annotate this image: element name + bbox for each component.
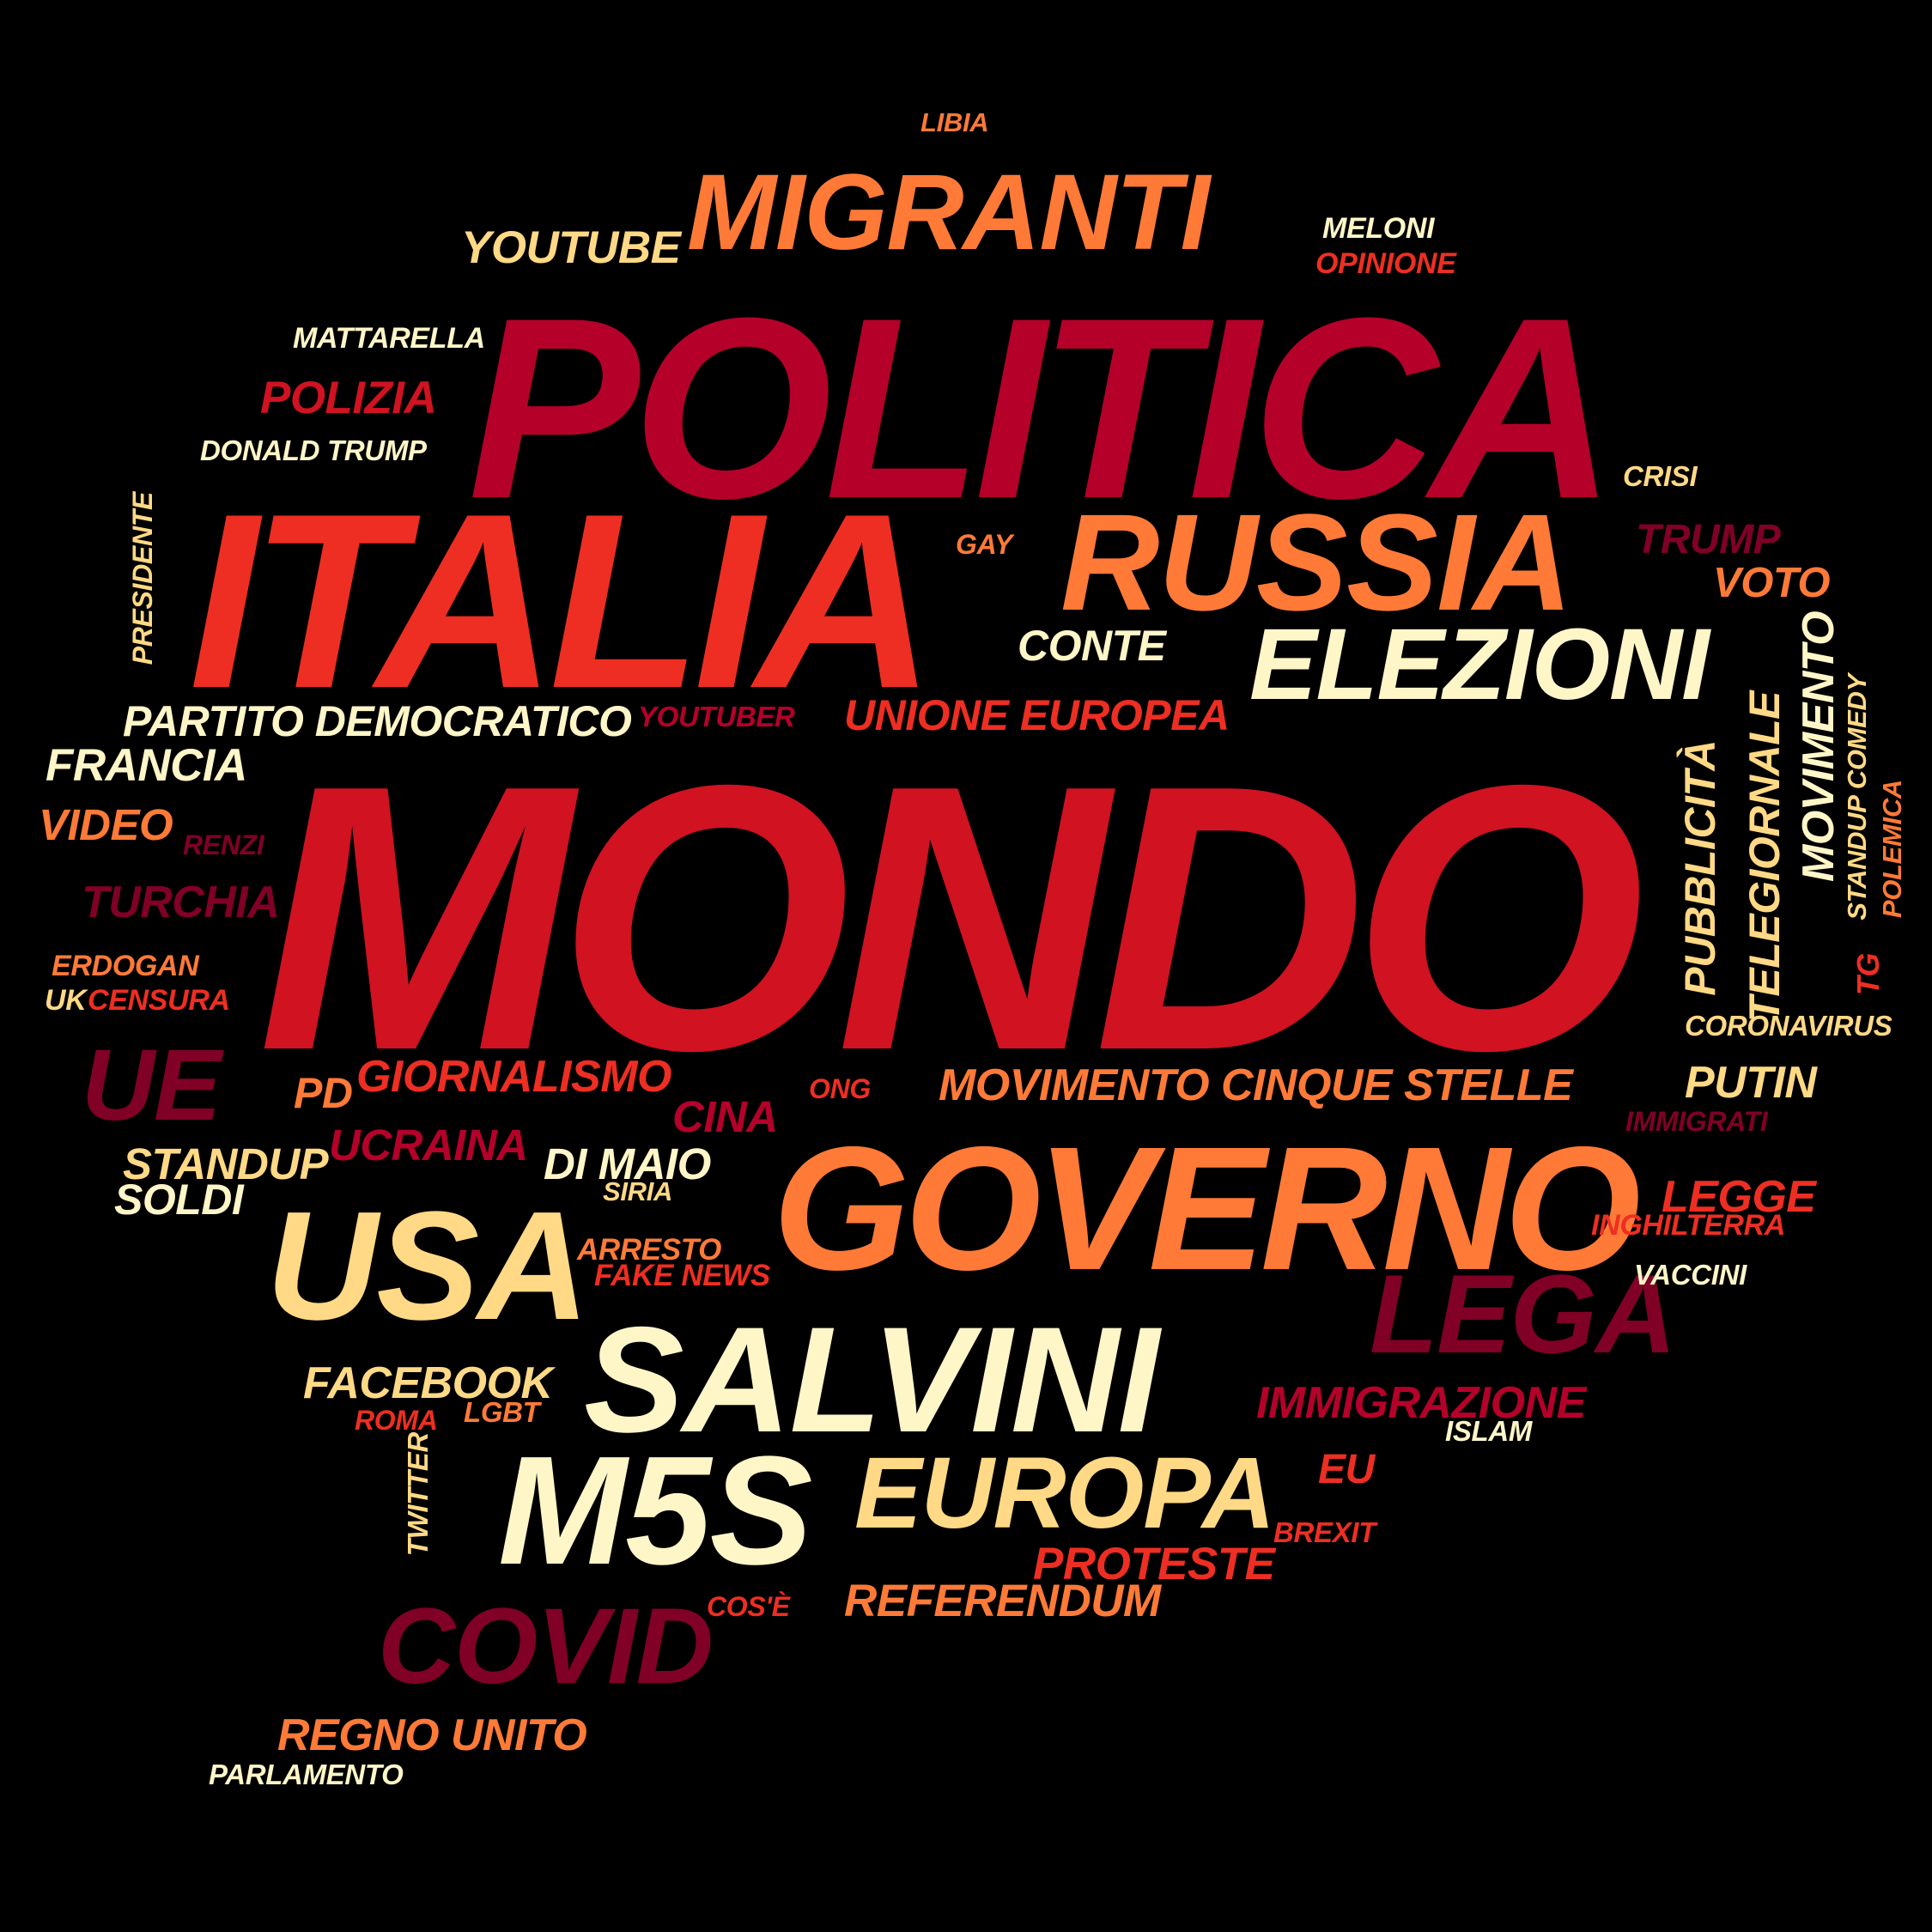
word-telegiornale: TELEGIORNALE [1741, 691, 1789, 1023]
word-covid: COVID [378, 1587, 714, 1706]
word-presidente: PRESIDENTE [127, 492, 158, 665]
word-elezioni: ELEZIONI [1249, 608, 1710, 721]
word-movimento-cinque-stelle: MOVIMENTO CINQUE STELLE [939, 1060, 1573, 1110]
word-cose: COS'È [707, 1591, 790, 1622]
word-migranti: MIGRANTI [687, 153, 1210, 272]
word-soldi: SOLDI [114, 1176, 244, 1224]
word-lgbt: LGBT [464, 1396, 540, 1428]
word-libia: LIBIA [920, 107, 989, 137]
word-europa: EUROPA [854, 1437, 1275, 1550]
word-immigrazione: IMMIGRAZIONE [1256, 1378, 1586, 1428]
word-m5s: M5S [498, 1425, 813, 1597]
word-politica: POLITICA [468, 264, 1616, 552]
word-polizia: POLIZIA [260, 373, 437, 423]
word-polemica: POLEMICA [1877, 780, 1907, 919]
word-coronavirus: CORONAVIRUS [1685, 1010, 1893, 1042]
word-proteste: PROTESTE [1033, 1539, 1275, 1589]
word-uk: UK [45, 984, 87, 1017]
word-standup-comedy: STANDUP COMEDY [1842, 674, 1872, 920]
word-salvini: SALVINI [584, 1297, 1159, 1464]
word-mattarella: MATTARELLA [293, 322, 485, 355]
word-giornalismo: GIORNALISMO [356, 1052, 671, 1102]
word-trump: TRUMP [1636, 517, 1781, 562]
word-inghilterra: INGHILTERRA [1591, 1209, 1786, 1242]
word-facebook: FACEBOOK [303, 1358, 553, 1408]
word-mondo: MONDO [258, 708, 1645, 1129]
word-youtuber: YOUTUBER [638, 701, 795, 732]
word-erdogan: ERDOGAN [52, 950, 199, 982]
word-tg: TG [1850, 953, 1886, 996]
word-meloni: MELONI [1322, 212, 1435, 245]
word-regno-unito: REGNO UNITO [277, 1710, 587, 1760]
word-movimento: MOVIMENTO [1794, 611, 1844, 883]
word-opinione: OPINIONE [1315, 247, 1456, 280]
word-renzi: RENZI [183, 829, 264, 860]
word-conte: CONTE [1018, 622, 1166, 670]
word-siria: SIRIA [603, 1176, 673, 1206]
word-roma: ROMA [355, 1405, 438, 1436]
word-cina: CINA [672, 1092, 778, 1141]
word-lega: LEGA [1370, 1251, 1676, 1376]
word-gay: GAY [956, 529, 1013, 560]
word-unione-europea: UNIONE EUROPEA [844, 691, 1230, 739]
word-standup: STANDUP [123, 1139, 329, 1188]
word-di-maio: DI MAIO [544, 1139, 711, 1188]
word-donald-trump: DONALD TRUMP [200, 434, 427, 466]
word-censura: CENSURA [88, 984, 230, 1017]
word-partito-democratico: PARTITO DEMOCRATICO [123, 697, 632, 745]
word-eu: EU [1318, 1447, 1375, 1492]
word-video: VIDEO [39, 800, 173, 849]
word-ong: ONG [809, 1073, 871, 1104]
word-russia: RUSSIA [1060, 485, 1573, 639]
word-fake-news: FAKE NEWS [594, 1259, 770, 1292]
word-referendum: REFERENDUM [844, 1576, 1161, 1626]
word-voto: VOTO [1713, 560, 1830, 606]
word-italia: ITALIA [189, 462, 935, 740]
word-vaccini: VACCINI [1634, 1259, 1747, 1291]
word-francia: FRANCIA [46, 740, 247, 791]
word-usa: USA [266, 1180, 589, 1352]
word-crisi: CRISI [1623, 460, 1698, 492]
word-ucraina: UCRAINA [329, 1121, 528, 1170]
word-turchia: TURCHIA [82, 878, 280, 927]
word-immigrati: IMMIGRATI [1625, 1106, 1768, 1137]
word-islam: ISLAM [1445, 1415, 1533, 1447]
word-pubblicita: PUBBLICITÀ [1676, 740, 1724, 996]
word-twitter: TWITTER [402, 1432, 434, 1557]
word-arresto: ARRESTO [577, 1233, 722, 1267]
word-governo: GOVERNO [773, 1110, 1641, 1307]
word-legge: LEGGE [1662, 1172, 1816, 1222]
word-youtube: YOUTUBE [461, 222, 681, 273]
word-ue: UE [82, 1029, 222, 1142]
word-putin: PUTIN [1685, 1058, 1817, 1108]
word-parlamento: PARLAMENTO [209, 1759, 404, 1790]
word-pd: PD [294, 1069, 353, 1117]
word-brexit: BREXIT [1273, 1516, 1376, 1548]
